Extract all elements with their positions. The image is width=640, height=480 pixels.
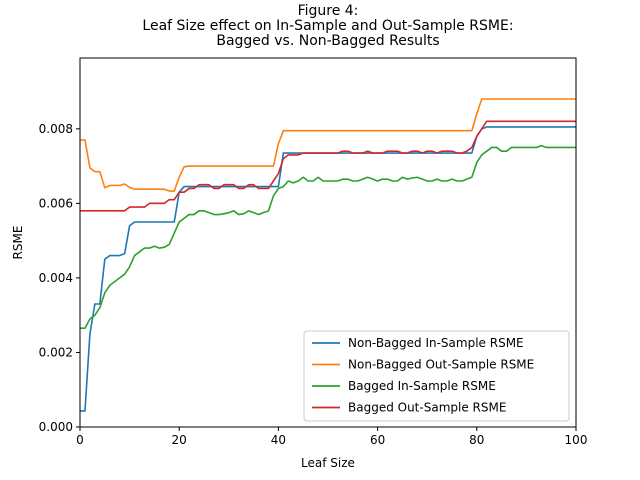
legend-label-3: Bagged In-Sample RSME (348, 379, 496, 393)
legend-box (303, 330, 570, 422)
x-tick-label: 20 (172, 433, 187, 447)
chart-title-line-3: Bagged vs. Non-Bagged Results (216, 33, 439, 49)
y-tick-label: 0.004 (39, 271, 73, 285)
x-tick-label: 40 (271, 433, 286, 447)
y-tick-label: 0.006 (39, 196, 73, 210)
plot-frame (79, 57, 577, 428)
y-axis-label: RSME (11, 226, 25, 260)
x-tick-label: 100 (565, 433, 588, 447)
legend-label-4: Bagged Out-Sample RSME (348, 401, 506, 415)
series-line-2 (80, 98, 576, 192)
y-axis: 0.000 0.002 0.004 0.006 0.008 (39, 122, 80, 434)
x-tick-label: 60 (370, 433, 385, 447)
legend: Non-Bagged In-Sample RSME Non-Bagged Out-… (303, 330, 570, 422)
y-tick-label: 0.008 (39, 122, 73, 136)
legend-label-2: Non-Bagged Out-Sample RSME (348, 358, 534, 372)
x-tick-label: 0 (76, 433, 84, 447)
x-tick-label: 80 (469, 433, 484, 447)
chart-title-line-2: Leaf Size effect on In-Sample and Out-Sa… (142, 18, 513, 34)
chart-title: Figure 4:Leaf Size effect on In-Sample a… (142, 3, 513, 49)
y-tick-label: 0.000 (39, 420, 73, 434)
series-line-4 (80, 120, 576, 212)
legend-label-1: Non-Bagged In-Sample RSME (348, 336, 524, 350)
x-axis: 0 20 40 60 80 100 (76, 427, 587, 447)
series-line-3 (80, 144, 576, 330)
x-axis-label: Leaf Size (301, 456, 355, 470)
series-lines (80, 98, 576, 412)
y-tick-label: 0.002 (39, 345, 73, 359)
chart-title-line-1: Figure 4: (298, 3, 359, 19)
